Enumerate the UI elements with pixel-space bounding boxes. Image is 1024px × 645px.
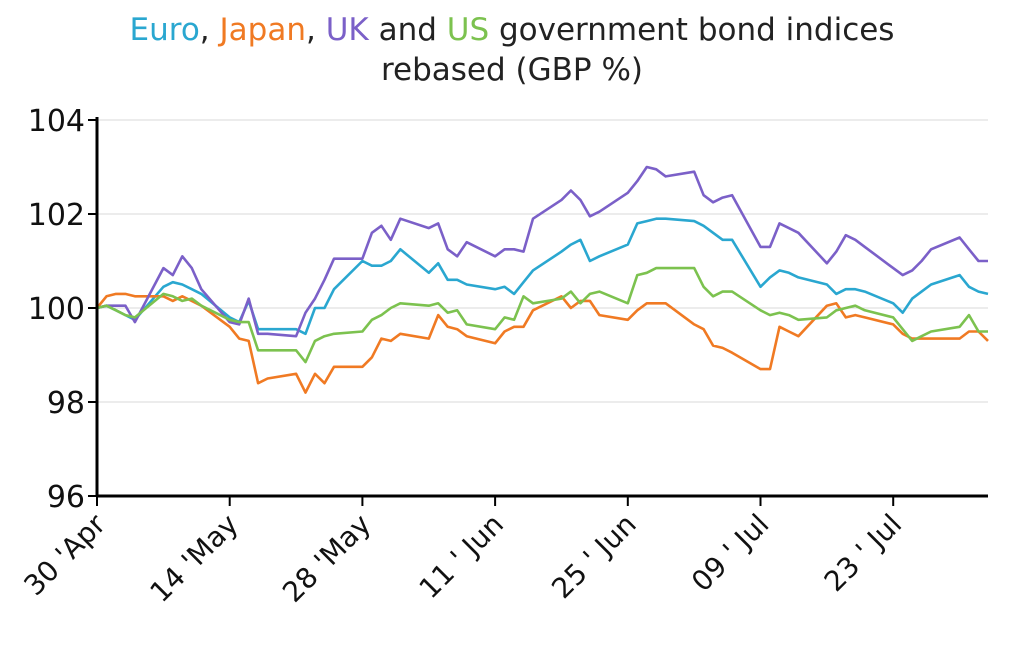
title-part-euro: Euro bbox=[129, 12, 200, 48]
title-line-1: Euro, Japan, UK and US government bond i… bbox=[0, 10, 1024, 50]
series-line-uk bbox=[96, 165, 988, 338]
x-tick-label: 28 'May bbox=[276, 508, 377, 609]
series-line-japan bbox=[95, 292, 989, 394]
x-tick-label: 23 ' Jul bbox=[818, 508, 908, 598]
series-line-us bbox=[96, 266, 988, 364]
title-part-us: US bbox=[446, 12, 490, 48]
x-tick-label: 09 ' Jul bbox=[685, 508, 775, 598]
gridlines bbox=[97, 119, 988, 403]
x-tick-label: 14 'May bbox=[143, 508, 244, 609]
x-tick-label: 30 'Apr bbox=[17, 507, 112, 602]
y-tick-label: 104 bbox=[28, 104, 85, 139]
chart-subtitle: rebased (GBP %) bbox=[380, 52, 644, 88]
x-tick-label: 11 ' Jun bbox=[413, 508, 511, 606]
y-tick-label: 96 bbox=[47, 480, 85, 515]
x-tick-label: 25 ' Jun bbox=[545, 508, 643, 606]
chart-title: Euro, Japan, UK and US government bond i… bbox=[0, 10, 1024, 90]
title-part-japan: Japan bbox=[219, 12, 306, 48]
title-part-uk: UK bbox=[325, 12, 369, 48]
y-tick-label: 102 bbox=[28, 198, 85, 233]
series-lines bbox=[95, 165, 989, 394]
title-part-sep-2: , bbox=[305, 12, 326, 48]
y-tick-label: 100 bbox=[28, 292, 85, 327]
axes bbox=[88, 117, 988, 506]
y-tick-label: 98 bbox=[47, 386, 85, 421]
title-part-rest: government bond indices bbox=[489, 12, 895, 48]
title-part-and: and bbox=[368, 12, 447, 48]
title-part-sep-1: , bbox=[199, 12, 220, 48]
